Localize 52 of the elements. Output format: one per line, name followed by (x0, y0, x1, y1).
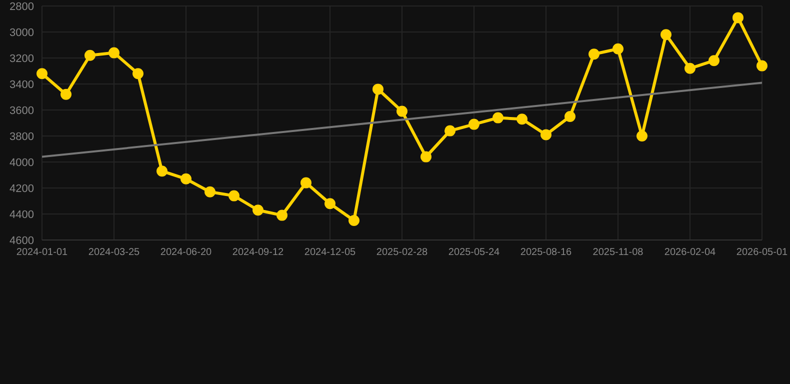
x-tick-label: 2025-11-08 (592, 247, 644, 258)
x-tick-label: 2025-05-24 (448, 247, 500, 258)
point (252, 204, 264, 216)
y-tick-label: 3000 (10, 26, 34, 39)
point (180, 173, 192, 184)
point (708, 55, 720, 66)
x-tick-label: 2024-09-12 (232, 247, 284, 258)
point (636, 130, 648, 142)
y-tick-label: 4200 (10, 182, 34, 195)
point (684, 62, 696, 74)
x-tick-label: 2026-02-04 (664, 247, 716, 258)
point (444, 125, 456, 136)
point (156, 166, 168, 177)
x-tick-label: 2026-05-01 (736, 247, 788, 258)
y-tick-label: 3600 (10, 104, 34, 117)
point (36, 68, 48, 80)
point (372, 84, 384, 95)
point (540, 129, 552, 140)
y-tick-label: 4600 (10, 234, 34, 247)
y-tick-label: 3400 (10, 78, 34, 91)
x-tick-label: 2025-08-16 (520, 247, 572, 258)
x-tick-label: 2024-01-01 (16, 247, 68, 258)
point (132, 68, 144, 80)
point (324, 198, 336, 210)
x-tick-label: 2024-03-25 (88, 247, 140, 258)
x-tick-label: 2024-06-20 (160, 247, 212, 258)
x-tick-label: 2025-02-28 (376, 247, 428, 258)
x-tick-label: 2024-12-05 (304, 247, 356, 258)
point (348, 215, 360, 226)
y-tick-label: 3800 (10, 130, 34, 143)
point (84, 50, 96, 61)
point (468, 118, 480, 130)
point (732, 12, 744, 24)
point (660, 29, 672, 40)
point (60, 88, 72, 100)
point (588, 48, 600, 60)
point (396, 106, 408, 117)
point (612, 43, 624, 54)
point (108, 47, 120, 58)
point (204, 186, 216, 198)
y-tick-label: 2800 (10, 0, 34, 13)
point (276, 210, 288, 221)
point (420, 151, 432, 162)
y-tick-label: 3200 (10, 52, 34, 65)
point (300, 177, 312, 188)
point (492, 112, 504, 124)
point (756, 60, 768, 72)
point (228, 190, 240, 202)
y-tick-label: 4400 (10, 208, 34, 221)
point (564, 111, 576, 122)
y-tick-label: 4000 (10, 156, 34, 169)
point (516, 114, 528, 125)
